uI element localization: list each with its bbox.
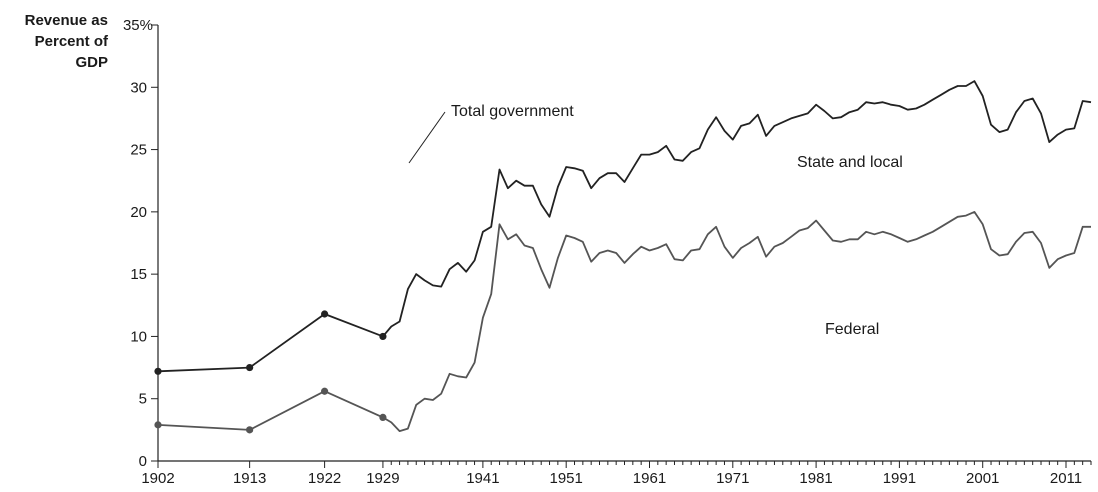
y-axis-title-line-2: Percent of (34, 33, 108, 50)
y-axis-title: Revenue as Percent of GDP (0, 10, 108, 73)
x-tick-label: 1971 (716, 470, 749, 487)
federal-point-1922 (321, 387, 329, 395)
y-tick-label-top: 35% (123, 17, 153, 34)
x-tick-label: 1951 (550, 470, 583, 487)
y-axis-title-line-3: GDP (75, 54, 108, 71)
x-tick-label: 1929 (366, 470, 399, 487)
axes: 0 5 10 15 20 25 30 35% 1902 1913 1922 1929 1941 1951 1… (123, 17, 1092, 487)
federal-label: Federal (825, 321, 879, 338)
total-government-label: Total government (451, 103, 574, 120)
total-point-1922 (321, 310, 329, 318)
x-tick-label: 1902 (141, 470, 174, 487)
x-tick-label: 1913 (233, 470, 266, 487)
federal-point-1913 (246, 426, 254, 434)
annotation-layer: Total government State and local Federal (408, 103, 903, 338)
x-tick-label: 1981 (799, 470, 832, 487)
x-tick-label: 2001 (966, 470, 999, 487)
x-tick-label: 1961 (633, 470, 666, 487)
state-and-local-label: State and local (797, 154, 903, 171)
total-government-pointer (408, 111, 446, 164)
federal-point-1902 (154, 421, 162, 429)
y-tick-label: 5 (139, 391, 147, 408)
x-tick-label: 1991 (883, 470, 916, 487)
y-tick-label: 0 (139, 453, 147, 470)
federal-series-line (157, 210, 1091, 433)
y-tick-label: 10 (130, 328, 147, 345)
y-tick-label: 15 (130, 266, 147, 283)
total-point-1902 (154, 367, 162, 375)
total-point-1929 (379, 332, 387, 341)
y-tick-label: 20 (130, 204, 147, 221)
total-point-1913 (246, 363, 254, 372)
x-tick-label: 1941 (466, 470, 499, 487)
total-series-line (157, 80, 1092, 373)
y-tick-label: 25 (130, 142, 147, 159)
series-layer (154, 80, 1092, 434)
y-tick-label: 30 (130, 79, 147, 96)
y-axis-title-line-1: Revenue as (24, 12, 108, 29)
x-tick-label: 2011 (1050, 470, 1082, 487)
x-tick-label: 1922 (308, 470, 341, 487)
federal-point-1929 (379, 413, 387, 421)
